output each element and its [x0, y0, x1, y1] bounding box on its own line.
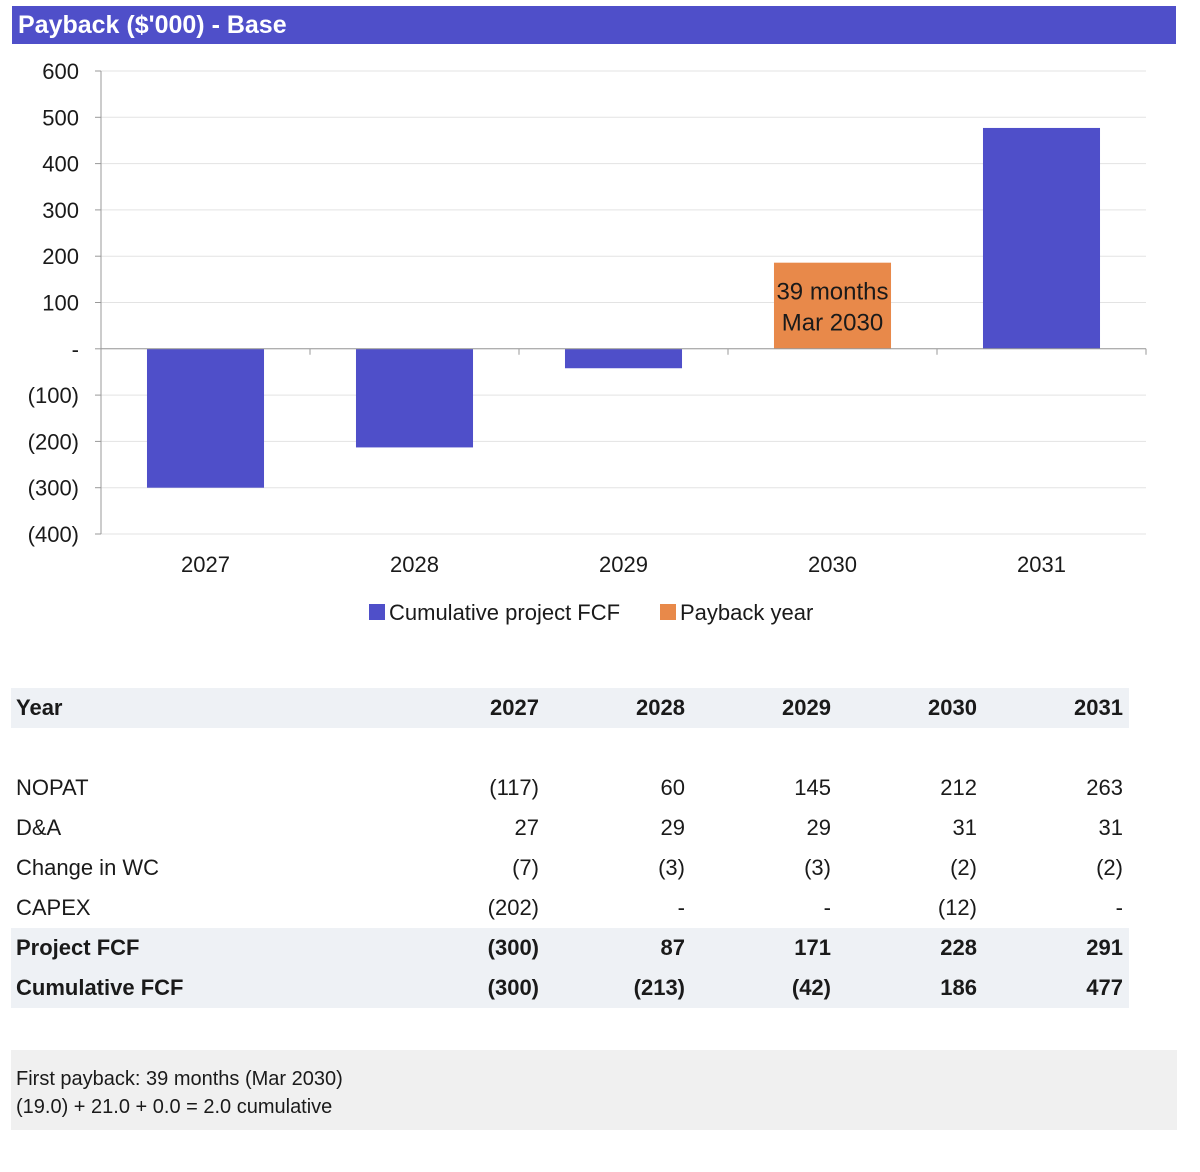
bars [146, 127, 1101, 488]
row-value: (300) [399, 968, 545, 1008]
note-line: First payback: 39 months (Mar 2030) [16, 1068, 343, 1090]
row-value: - [677, 895, 685, 920]
y-tick-label: 100 [42, 291, 79, 316]
y-tick-label: (400) [28, 522, 79, 547]
y-tick-label: (100) [28, 383, 79, 408]
bar [146, 348, 265, 488]
bar [355, 348, 474, 448]
y-axis: 600 500 400 300 200 100 - (100) (200) (300) (400) [28, 59, 102, 547]
y-tick-label: (200) [28, 429, 79, 454]
row-value: 228 [837, 928, 983, 968]
row-value: 291 [983, 928, 1129, 968]
spacer-row [11, 728, 1129, 768]
table-row-total: Project FCF (300) 87 171 228 291 [11, 928, 1129, 968]
y-tick-label: 200 [42, 244, 79, 269]
row-value: (2) [950, 855, 977, 880]
row-label: Project FCF [11, 928, 399, 968]
row-value: (42) [691, 968, 837, 1008]
fcf-table: Year 2027 2028 2029 2030 2031 NOPAT (117… [11, 688, 1129, 1008]
table-row: NOPAT (117) 60 145 212 263 [11, 768, 1129, 808]
row-label: D&A [16, 815, 62, 840]
annotation-label: 39 months [776, 279, 888, 306]
row-value: 477 [983, 968, 1129, 1008]
y-tick-label: (300) [28, 476, 79, 501]
legend-swatch [369, 604, 385, 620]
table-row-total: Cumulative FCF (300) (213) (42) 186 477 [11, 968, 1129, 1008]
row-value: 60 [660, 775, 685, 800]
row-value: (3) [658, 855, 685, 880]
payback-chart: 600500400300200100-(100)(200)(300)(400) … [28, 59, 1147, 625]
chart-title: Payback ($'000) - Base [12, 6, 1176, 44]
header-year: 2031 [983, 688, 1129, 728]
payback-note: First payback: 39 months (Mar 2030) (19.… [11, 1050, 1177, 1130]
row-label: Change in WC [16, 855, 160, 880]
row-value: (3) [804, 855, 831, 880]
y-tick-label: 600 [42, 59, 79, 84]
table-row: D&A 27 29 29 31 31 [11, 808, 1129, 848]
header-year: 2030 [837, 688, 983, 728]
bar [564, 348, 683, 369]
header-year: 2027 [399, 688, 545, 728]
table-header-row: Year 2027 2028 2029 2030 2031 [11, 688, 1129, 728]
x-tick-label: 2028 [390, 552, 439, 577]
row-label: Cumulative FCF [11, 968, 399, 1008]
row-value: 212 [940, 775, 977, 800]
header-year: 2028 [545, 688, 691, 728]
header-year: 2029 [691, 688, 837, 728]
row-value: 31 [952, 815, 977, 840]
row-value: 186 [837, 968, 983, 1008]
x-tick-label: 2029 [599, 552, 648, 577]
row-value: - [1115, 895, 1123, 920]
bar [773, 262, 892, 349]
row-label: CAPEX [16, 895, 91, 920]
row-value: (202) [487, 895, 539, 920]
row-value: (12) [937, 895, 977, 920]
legend: Cumulative project FCF Payback year [369, 600, 813, 625]
row-value: 87 [545, 928, 691, 968]
annotation-label: Mar 2030 [782, 310, 883, 337]
row-value: - [823, 895, 831, 920]
x-tick-label: 2027 [181, 552, 230, 577]
table-row: CAPEX (202) - - (12) - [11, 888, 1129, 928]
note-line: (19.0) + 21.0 + 0.0 = 2.0 cumulative [16, 1096, 333, 1118]
row-value: (117) [489, 775, 539, 800]
x-tick-label: 2031 [1017, 552, 1066, 577]
row-value: 171 [691, 928, 837, 968]
header-label: Year [11, 688, 399, 728]
row-value: 27 [514, 815, 539, 840]
y-tick-label: 400 [42, 152, 79, 177]
legend-swatch [660, 604, 676, 620]
row-value: 31 [1098, 815, 1123, 840]
table-row: Change in WC (7) (3) (3) (2) (2) [11, 848, 1129, 888]
row-value: 263 [1086, 775, 1123, 800]
y-tick-label: - [72, 337, 79, 362]
row-value: (300) [399, 928, 545, 968]
legend-label: Cumulative project FCF [389, 600, 620, 625]
row-label: NOPAT [16, 775, 89, 800]
legend-label: Payback year [680, 600, 813, 625]
x-axis: 2027 2028 2029 2030 2031 [101, 348, 1147, 577]
payback-annotation: 39 months Mar 2030 [776, 279, 888, 337]
row-value: (213) [545, 968, 691, 1008]
row-value: (7) [512, 855, 539, 880]
row-value: (2) [1096, 855, 1123, 880]
row-value: 145 [794, 775, 831, 800]
row-value: 29 [806, 815, 831, 840]
bar [982, 127, 1101, 349]
row-value: 29 [660, 815, 685, 840]
x-tick-label: 2030 [808, 552, 857, 577]
y-tick-label: 300 [42, 198, 79, 223]
y-tick-label: 500 [42, 105, 79, 130]
